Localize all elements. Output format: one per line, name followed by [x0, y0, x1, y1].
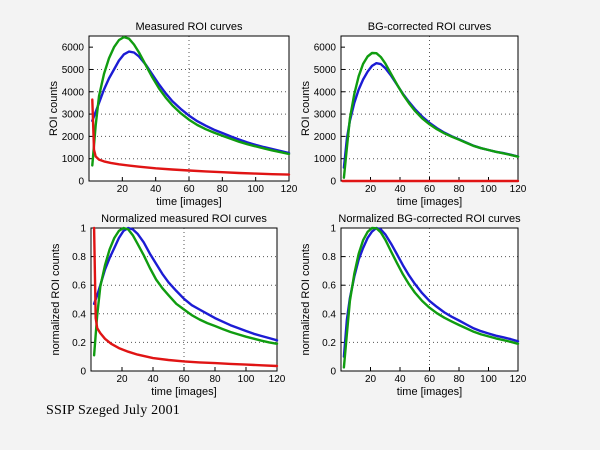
y-axis-label: ROI counts [300, 80, 312, 136]
x-axis-label: time [images] [397, 196, 462, 208]
x-tick-label: 120 [510, 374, 527, 385]
y-tick-label: 1000 [314, 154, 337, 165]
x-tick-label: 20 [116, 374, 128, 385]
x-tick-label: 80 [453, 374, 465, 385]
y-tick-label: 3000 [314, 110, 337, 121]
y-tick-label: 5000 [62, 65, 85, 76]
x-tick-label: 120 [281, 184, 298, 195]
plot-title: Measured ROI curves [136, 21, 243, 33]
y-tick-label: 1000 [62, 154, 85, 165]
curve-green [92, 226, 279, 357]
x-tick-label: 40 [147, 374, 159, 385]
x-tick-label: 40 [394, 184, 406, 195]
curve-blue [91, 50, 291, 155]
y-tick-label: 3000 [62, 110, 85, 121]
y-tick-label: 2000 [62, 132, 85, 143]
y-tick-label: 1 [330, 224, 336, 235]
plot-title: Normalized measured ROI curves [101, 213, 267, 225]
x-tick-label: 120 [510, 184, 527, 195]
x-tick-label: 60 [424, 184, 436, 195]
x-tick-label: 40 [150, 184, 162, 195]
plot-measured: 20 40 60 80 100 120 0 1000 2000 3000 4000 5000 6000 M… [48, 21, 298, 208]
x-tick-label: 60 [178, 374, 190, 385]
curve-red [92, 226, 279, 368]
y-tick-label: 6000 [62, 43, 85, 54]
x-tick-label: 20 [117, 184, 129, 195]
y-tick-label: 1 [80, 224, 86, 235]
y-tick-label: 0.8 [72, 252, 86, 263]
plot-title: Normalized BG-corrected ROI curves [338, 213, 521, 225]
x-tick-label: 60 [183, 184, 195, 195]
y-tick-label: 5000 [314, 65, 337, 76]
x-axis-label: time [images] [156, 196, 221, 208]
x-tick-label: 80 [217, 184, 229, 195]
curve-green [342, 51, 520, 179]
y-tick-label: 0 [330, 177, 336, 188]
y-tick-label: 0.6 [72, 281, 86, 292]
x-tick-label: 40 [394, 374, 406, 385]
curve-blue [342, 226, 520, 358]
curve-green [342, 226, 520, 369]
x-tick-label: 100 [238, 374, 255, 385]
x-tick-label: 100 [480, 374, 497, 385]
footer-caption: SSIP Szeged July 2001 [46, 403, 180, 418]
y-tick-label: 0.2 [72, 338, 86, 349]
x-tick-label: 20 [365, 184, 377, 195]
plot-bg-corrected: 20 40 60 80 100 120 0 1000 2000 3000 4000 5000 6000 B… [300, 21, 527, 208]
x-tick-label: 80 [453, 184, 465, 195]
y-tick-label: 0 [80, 367, 86, 378]
y-tick-label: 0 [330, 367, 336, 378]
y-tick-label: 0.8 [322, 252, 336, 263]
y-tick-label: 4000 [62, 87, 85, 98]
y-tick-label: 0.4 [322, 309, 336, 320]
curve-blue [92, 226, 279, 342]
y-axis-label: ROI counts [48, 80, 60, 136]
x-tick-label: 100 [480, 184, 497, 195]
x-tick-label: 20 [365, 374, 377, 385]
y-tick-label: 0.6 [322, 281, 336, 292]
y-tick-label: 0 [78, 177, 84, 188]
y-tick-label: 6000 [314, 43, 337, 54]
y-tick-label: 0.2 [322, 338, 336, 349]
y-tick-label: 4000 [314, 87, 337, 98]
x-tick-label: 60 [424, 374, 436, 385]
x-axis-label: time [images] [151, 386, 216, 398]
x-tick-label: 100 [247, 184, 264, 195]
x-tick-label: 120 [269, 374, 286, 385]
x-tick-label: 80 [209, 374, 221, 385]
y-axis-label: normalized ROI counts [300, 243, 312, 355]
y-axis-label: normalized ROI counts [50, 243, 62, 355]
x-axis-label: time [images] [397, 386, 462, 398]
plot-normalized-measured: 20 40 60 80 100 120 0 0.2 0.4 0.6 0.8 1 Normalized m… [50, 213, 286, 398]
curve-green [91, 35, 291, 167]
plot-title: BG-corrected ROI curves [368, 21, 492, 33]
y-tick-label: 0.4 [72, 309, 86, 320]
curve-red [91, 98, 291, 176]
y-tick-label: 2000 [314, 132, 337, 143]
